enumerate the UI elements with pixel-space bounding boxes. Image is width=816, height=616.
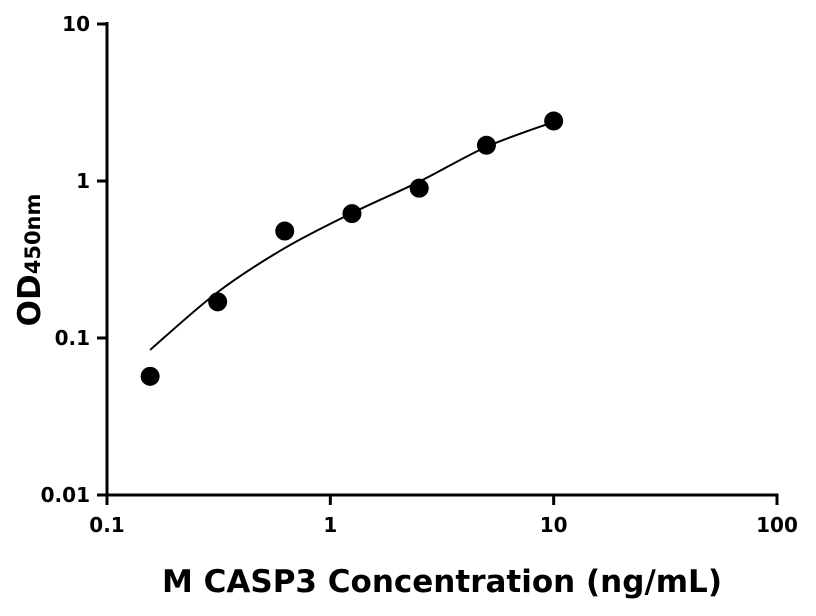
y-axis-label-subscript: 450nm bbox=[21, 194, 45, 275]
data-point bbox=[544, 111, 564, 131]
data-point bbox=[342, 204, 362, 224]
y-tick-label: 10 bbox=[62, 12, 90, 36]
y-axis-label: OD450nm bbox=[12, 194, 48, 327]
x-axis-label: M CASP3 Concentration (ng/mL) bbox=[162, 564, 722, 600]
data-point bbox=[409, 178, 429, 198]
data-point bbox=[208, 292, 228, 312]
data-point bbox=[275, 221, 295, 241]
x-tick-label: 10 bbox=[540, 513, 568, 537]
y-tick-label: 0.01 bbox=[41, 483, 90, 507]
y-axis-label-main: OD bbox=[12, 274, 48, 326]
data-point bbox=[476, 135, 496, 155]
x-tick-label: 1 bbox=[323, 513, 337, 537]
data-point bbox=[140, 366, 160, 386]
x-tick-label: 0.1 bbox=[89, 513, 124, 537]
axes: 0.1 1 10 100 0.01 0.1 1 10 bbox=[41, 12, 798, 537]
fit-curve bbox=[149, 120, 555, 351]
y-tick-label: 0.1 bbox=[55, 326, 90, 350]
marks bbox=[140, 111, 564, 386]
y-tick-label: 1 bbox=[76, 169, 90, 193]
x-tick-label: 100 bbox=[756, 513, 798, 537]
